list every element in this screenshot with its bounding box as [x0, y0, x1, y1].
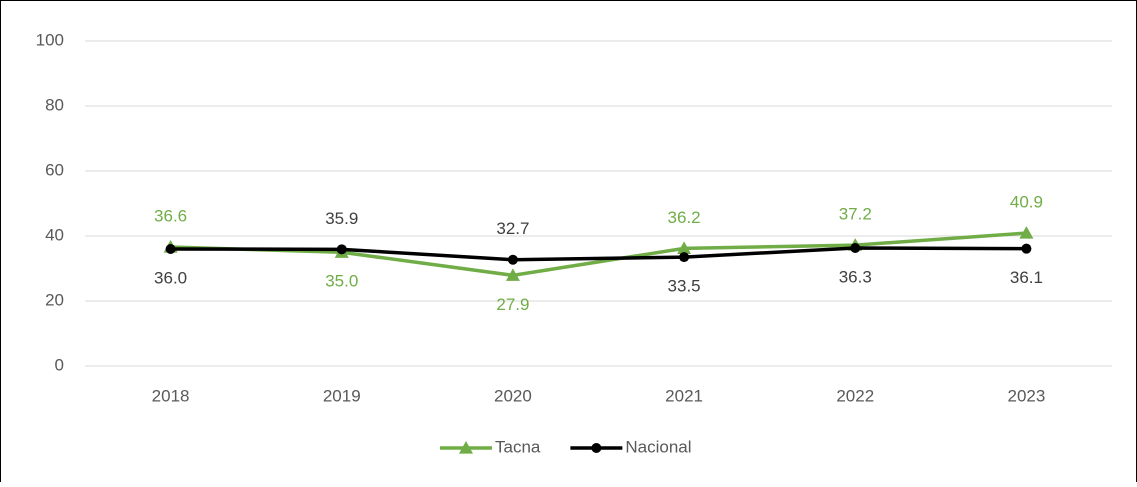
y-tick-label: 100 — [36, 30, 64, 49]
data-label: 40.9 — [1010, 193, 1043, 212]
data-label: 36.6 — [154, 207, 187, 226]
series-line — [170, 231, 1027, 278]
data-label: 37.2 — [839, 205, 872, 224]
marker — [1021, 243, 1032, 254]
y-tick-label: 20 — [45, 290, 64, 309]
marker — [507, 254, 518, 265]
x-tick-label: 2023 — [1008, 386, 1046, 405]
legend-marker — [591, 443, 602, 453]
data-label: 36.2 — [668, 208, 701, 227]
x-tick-label: 2019 — [323, 386, 361, 405]
x-tick-label: 2021 — [665, 386, 703, 405]
y-tick-label: 80 — [45, 95, 64, 114]
marker — [1019, 226, 1034, 239]
marker — [850, 243, 861, 254]
x-tick-label: 2020 — [494, 386, 532, 405]
marker — [677, 241, 692, 254]
y-tick-label: 0 — [55, 355, 64, 374]
data-label: 35.9 — [325, 209, 358, 228]
y-tick-label: 40 — [45, 225, 64, 244]
legend-marker — [459, 441, 473, 454]
legend-label: Nacional — [625, 437, 691, 456]
data-label: 33.5 — [668, 277, 701, 296]
marker — [165, 244, 176, 254]
marker — [679, 252, 690, 263]
y-tick-label: 60 — [45, 160, 64, 179]
data-label: 35.0 — [325, 272, 358, 291]
data-label: 27.9 — [496, 295, 529, 314]
data-label: 36.3 — [839, 268, 872, 287]
marker — [336, 244, 347, 255]
marker — [505, 268, 520, 281]
data-label: 32.7 — [496, 219, 529, 238]
data-label: 36.1 — [1010, 268, 1043, 287]
x-tick-label: 2018 — [152, 386, 190, 405]
x-tick-label: 2022 — [836, 386, 874, 405]
legend-label: Tacna — [495, 437, 541, 456]
data-label: 36.0 — [154, 268, 187, 287]
series-line — [170, 246, 1027, 262]
